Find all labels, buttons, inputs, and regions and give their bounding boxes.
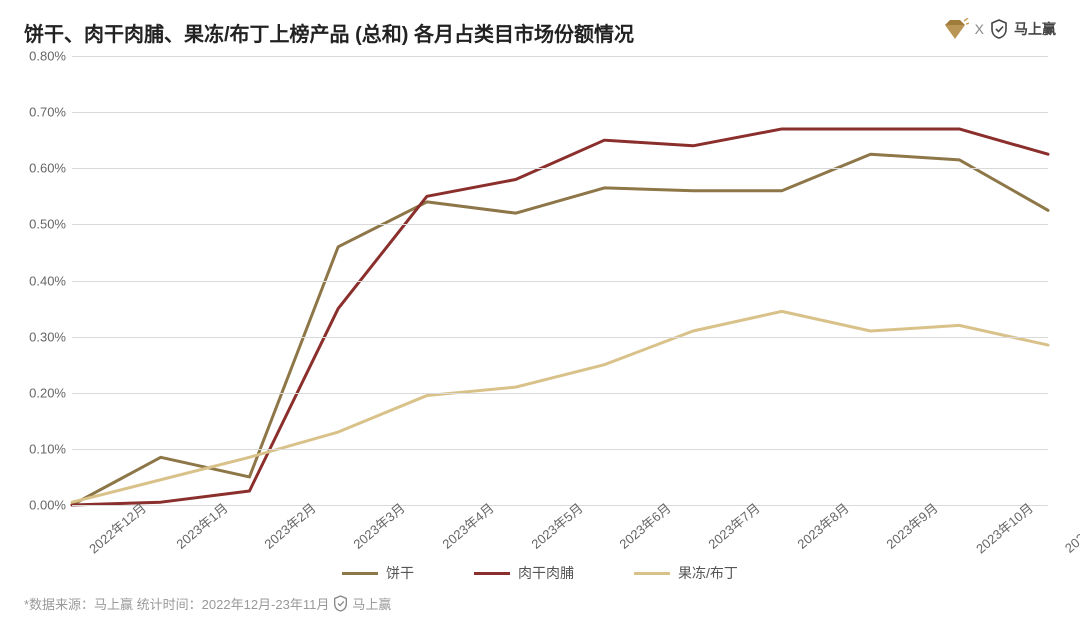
x-axis-label: 2022年12月 (84, 498, 149, 557)
chart-title: 饼干、肉干肉脯、果冻/布丁上榜产品 (总和) 各月占类目市场份额情况 (24, 18, 634, 47)
legend-label: 肉干肉脯 (518, 563, 574, 583)
x-axis-label: 2023年7月 (704, 498, 764, 553)
x-axis-label: 2023年9月 (881, 498, 941, 553)
legend: 饼干 肉干肉脯 果冻/布丁 (0, 563, 1080, 583)
footer-note: *数据来源：马上赢 统计时间：2022年12月-23年11月 马上赢 (24, 594, 391, 613)
x-axis-label: 2023年4月 (437, 498, 497, 553)
footer-text: *数据来源：马上赢 统计时间：2022年12月-23年11月 (24, 594, 329, 613)
grid-line (72, 224, 1048, 225)
x-axis-label: 2023年1月 (171, 498, 231, 553)
legend-swatch (342, 572, 378, 575)
x-axis-label: 2023年10月 (971, 498, 1036, 557)
x-axis-label: 2023年8月 (792, 498, 852, 553)
y-axis-label: 0.80% (16, 49, 66, 64)
y-axis-label: 0.40% (16, 273, 66, 288)
legend-item: 肉干肉脯 (474, 563, 574, 583)
footer-brand: 马上赢 (352, 594, 391, 613)
grid-line (72, 337, 1048, 338)
grid-line (72, 112, 1048, 113)
legend-item: 饼干 (342, 563, 414, 583)
legend-swatch (474, 572, 510, 575)
grid-line (72, 449, 1048, 450)
legend-item: 果冻/布丁 (634, 563, 738, 583)
x-axis-label: 2023年5月 (526, 498, 586, 553)
y-axis-label: 0.30% (16, 329, 66, 344)
x-axis-label: 2023年3月 (349, 498, 409, 553)
legend-label: 饼干 (386, 563, 414, 583)
brand-logos: X 马上赢 (941, 18, 1056, 40)
legend-label: 果冻/布丁 (678, 563, 738, 583)
x-axis-label: 2023年6月 (615, 498, 675, 553)
logos-separator: X (975, 21, 984, 37)
plot-area: 0.00%0.10%0.20%0.30%0.40%0.50%0.60%0.70%… (72, 56, 1048, 505)
x-axis-label: 2023年11月 (1060, 498, 1080, 557)
legend-swatch (634, 572, 670, 575)
grid-line (72, 393, 1048, 394)
chart-header: 饼干、肉干肉脯、果冻/布丁上榜产品 (总和) 各月占类目市场份额情况 X 马上赢 (24, 18, 1056, 47)
x-axis-label: 2023年2月 (260, 498, 320, 553)
grid-line (72, 56, 1048, 57)
y-axis-label: 0.50% (16, 217, 66, 232)
y-axis-label: 0.70% (16, 105, 66, 120)
series-line (72, 311, 1048, 502)
y-axis-label: 0.60% (16, 161, 66, 176)
y-axis-label: 0.10% (16, 441, 66, 456)
grid-line (72, 281, 1048, 282)
footer-shield-icon (333, 595, 348, 612)
diamond-logo-icon (941, 18, 969, 40)
y-axis-label: 0.00% (16, 498, 66, 513)
brand2-label: 马上赢 (1014, 19, 1056, 39)
chart-container: 饼干、肉干肉脯、果冻/布丁上榜产品 (总和) 各月占类目市场份额情况 X 马上赢 (0, 0, 1080, 625)
grid-line (72, 168, 1048, 169)
y-axis-label: 0.20% (16, 385, 66, 400)
shield-logo-icon (990, 19, 1008, 39)
